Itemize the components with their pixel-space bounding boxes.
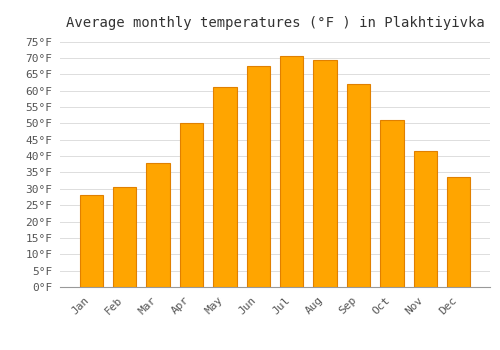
Bar: [314, 60, 337, 287]
Title: Average monthly temperatures (°F ) in Plakhtiyivka: Average monthly temperatures (°F ) in Pl…: [66, 16, 484, 30]
Bar: [414, 151, 437, 287]
Bar: [447, 177, 470, 287]
Bar: [347, 84, 370, 287]
Bar: [246, 66, 270, 287]
Bar: [280, 56, 303, 287]
Bar: [146, 163, 170, 287]
Bar: [380, 120, 404, 287]
Bar: [113, 187, 136, 287]
Bar: [213, 88, 236, 287]
Bar: [80, 195, 103, 287]
Bar: [180, 123, 203, 287]
